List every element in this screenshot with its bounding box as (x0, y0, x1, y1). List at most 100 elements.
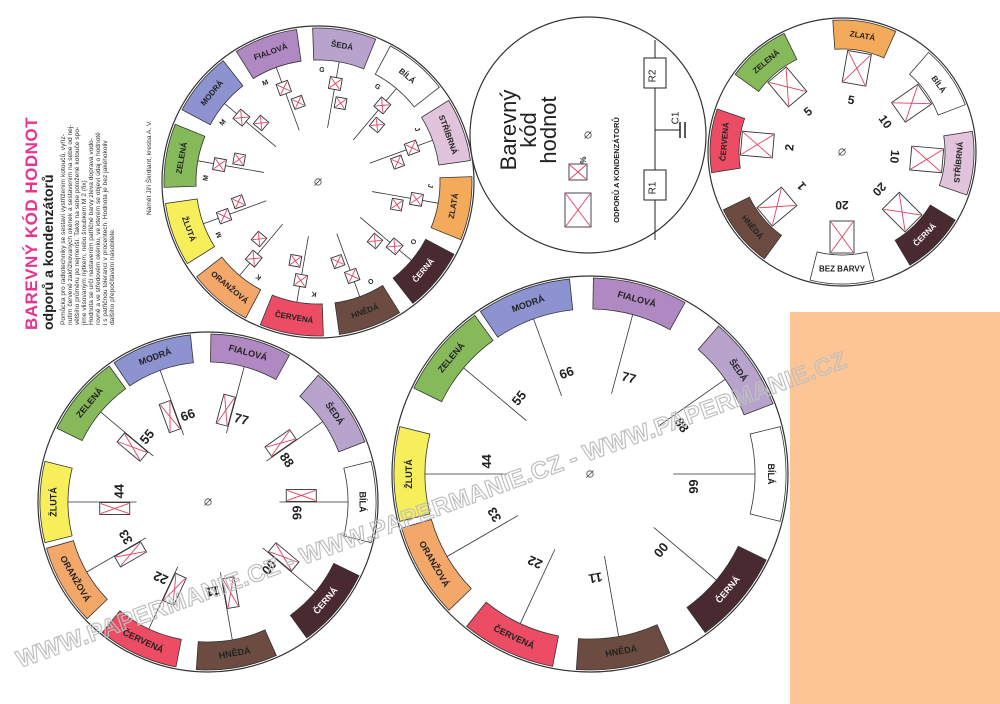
index-line (266, 421, 323, 462)
center-pivot-mark (314, 178, 322, 186)
window-cutout (403, 139, 421, 157)
color-band (196, 256, 262, 319)
index-line (336, 233, 361, 297)
color-band (343, 460, 377, 544)
cross-line (287, 490, 316, 501)
multiplier-letter: J (426, 183, 434, 188)
cross-line (222, 579, 239, 606)
digit-value: 66 (178, 405, 197, 424)
digit-value: 22 (151, 568, 170, 588)
window-cutout (343, 267, 361, 285)
color-band (479, 278, 574, 338)
index-line (327, 61, 340, 128)
window-cutout (158, 399, 182, 434)
cross-line (269, 551, 298, 563)
cross-line (405, 144, 419, 152)
band-label: ŽLUTÁ (47, 487, 58, 517)
cross-line (280, 81, 288, 95)
cross-line (335, 99, 347, 108)
percent-window (568, 163, 588, 181)
center-pivot-mark (586, 470, 594, 478)
color-band (46, 540, 108, 620)
index-line (262, 547, 316, 593)
cover-subtitle: ODPORŮ A KONDENZÁTORŮ (611, 117, 621, 223)
index-line (148, 566, 179, 630)
label-r1: R1 (648, 181, 659, 194)
cross-line (289, 256, 301, 265)
color-band (235, 29, 302, 80)
color-band (374, 45, 440, 108)
cross-line (912, 146, 941, 173)
color-band (393, 426, 431, 522)
cross-line (565, 193, 591, 227)
index-line (203, 200, 267, 225)
cover-title-line: hodnot (536, 96, 561, 163)
cross-line (232, 198, 245, 205)
cross-line (893, 102, 931, 105)
cross-line (215, 158, 224, 171)
cross-line (224, 395, 228, 426)
index-line (224, 103, 277, 147)
center-pivot-mark (204, 498, 212, 506)
band-label: ZLATÁ (849, 29, 876, 42)
window-cutout (275, 79, 293, 97)
color-band (101, 610, 182, 668)
index-line (446, 515, 519, 557)
window-cutout (756, 186, 798, 227)
cross-line (898, 193, 906, 231)
center-pivot-mark (586, 470, 594, 478)
cross-line (743, 131, 772, 158)
tolerance-value: 5 (847, 93, 856, 108)
band-label: BEZ BARVY (819, 265, 866, 274)
cross-line (260, 116, 263, 130)
window-cutout (841, 49, 872, 87)
index-line (463, 367, 527, 421)
label-c1: C1 (671, 111, 682, 124)
center-pivot-mark (314, 178, 322, 186)
digit-value: 66 (557, 363, 576, 382)
digit-value: 77 (232, 410, 250, 428)
multiplier-letter: G (373, 83, 382, 92)
multiplier-letter: O (366, 276, 374, 285)
cross-line (830, 221, 854, 253)
color-band (312, 27, 377, 70)
digit-value: 22 (525, 552, 544, 572)
cross-line (271, 430, 290, 456)
cross-line (217, 212, 231, 220)
cross-line (240, 110, 243, 125)
window-cutout (99, 502, 131, 515)
digit-value: 66 (289, 506, 304, 520)
color-band (259, 294, 324, 337)
window-cutout (215, 393, 237, 427)
multiplier-letter: K (255, 272, 263, 281)
center-pivot-mark (204, 498, 212, 506)
window-cutout (368, 116, 386, 134)
window-cutout (767, 66, 808, 108)
band-label: BÍLÁ (358, 492, 368, 513)
window-cutout (327, 76, 343, 91)
multiplier-letter: M (215, 230, 224, 238)
digit-value: 66 (686, 479, 701, 493)
color-band (709, 108, 746, 174)
index-line (100, 411, 154, 457)
window-cutout (221, 576, 240, 610)
window-cutout (389, 154, 406, 170)
index-line (220, 572, 233, 640)
index-line (604, 555, 620, 637)
cross-line (172, 574, 177, 605)
resistor-r2 (643, 57, 667, 89)
cross-line (295, 96, 302, 109)
window-cutout (113, 540, 148, 568)
index-line (239, 223, 283, 276)
window-cutout (285, 489, 317, 502)
cross-line (160, 404, 180, 429)
cross-line (120, 542, 141, 566)
disc-large-left: MODRÁ FIALOVÁŠEDÁBÍLÁČERNÁHNĚDÁČERVENÁORA… (37, 331, 379, 673)
cross-line (391, 159, 404, 166)
index-line (657, 379, 726, 427)
band-label: ŽLUTÁ (403, 459, 414, 489)
color-band (722, 196, 783, 260)
cross-line (412, 193, 421, 206)
